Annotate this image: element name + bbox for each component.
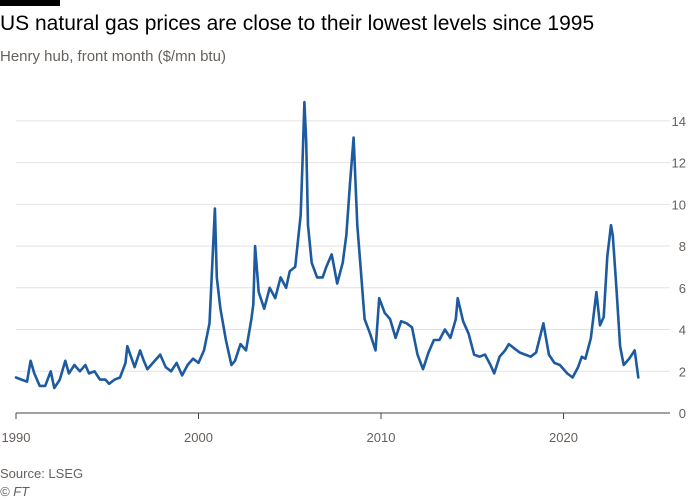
y-tick-label: 4	[679, 323, 686, 338]
y-tick-label: 10	[672, 197, 686, 212]
x-axis-tick-labels: 1990 2000 2010 2020	[2, 430, 578, 445]
gridlines	[16, 120, 670, 372]
chart-subtitle: Henry hub, front month ($/mn btu)	[0, 48, 226, 65]
ft-credit: © FT	[0, 484, 30, 499]
y-tick-label: 2	[679, 364, 686, 379]
ft-brand-bar	[0, 0, 60, 6]
y-tick-label: 14	[672, 114, 686, 129]
chart-title: US natural gas prices are close to their…	[0, 12, 595, 35]
x-tick-label: 1990	[2, 430, 31, 445]
x-axis	[15, 412, 670, 419]
x-tick-label: 2020	[549, 430, 578, 445]
source-note: Source: LSEG	[0, 466, 84, 481]
x-tick-label: 2010	[367, 430, 396, 445]
y-axis-tick-labels: 0 2 4 6 8 10 12 14	[672, 114, 686, 421]
series-line-henry-hub	[14, 100, 640, 390]
y-tick-label: 8	[679, 239, 686, 254]
y-tick-label: 6	[679, 281, 686, 296]
x-tick-label: 2000	[184, 430, 213, 445]
y-tick-label: 0	[679, 406, 686, 421]
y-tick-label: 12	[672, 156, 686, 171]
